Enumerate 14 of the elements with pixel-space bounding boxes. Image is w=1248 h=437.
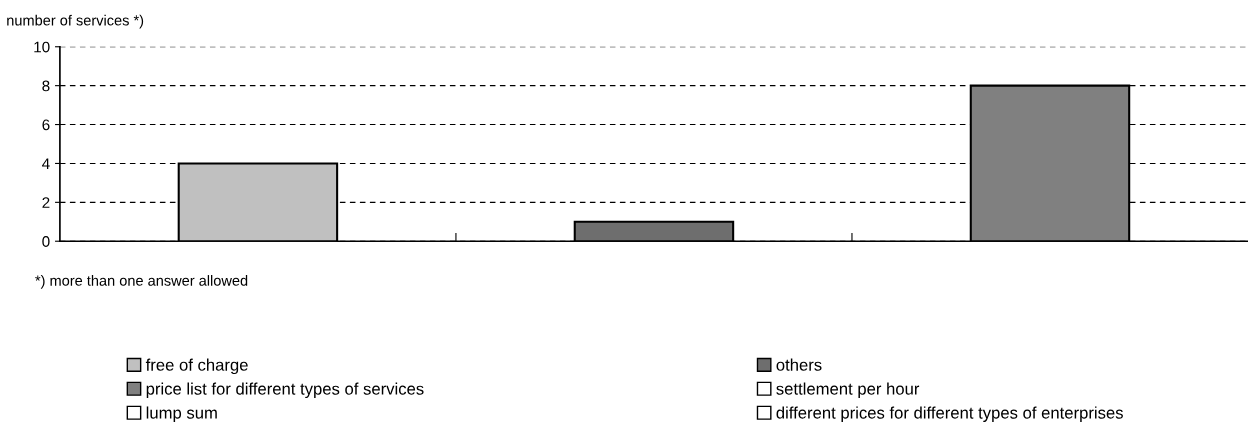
y-axis-title: number of services *) (7, 14, 144, 29)
y-tick-label: 2 (42, 197, 50, 208)
y-tick-label: 8 (42, 80, 50, 92)
y-tick-label: 10 (34, 41, 50, 53)
legend-label: different prices for different types of enterprises (776, 406, 1123, 422)
legend-label: others (776, 358, 822, 371)
legend-label: lump sum (146, 406, 217, 422)
legend-label: settlement per hour (776, 382, 920, 399)
y-tick-label: 4 (42, 158, 50, 169)
legend-label: free of charge (145, 358, 248, 375)
text: *) more than one answer allowed (35, 275, 248, 289)
y-tick-label: 6 (42, 119, 50, 131)
legend-label: price list for different types of services (146, 382, 424, 399)
y-tick-label: 0 (42, 236, 50, 247)
